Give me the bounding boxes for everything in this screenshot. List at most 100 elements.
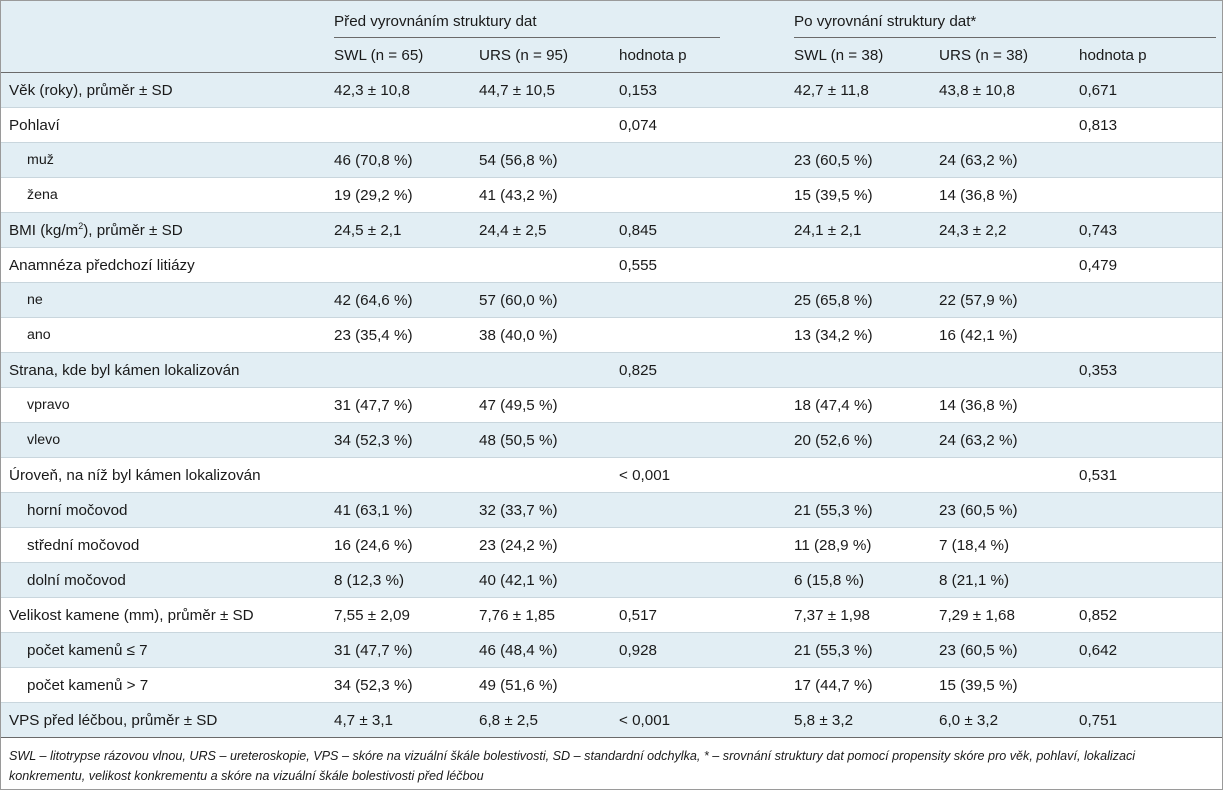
- row-label: Anamnéza předchozí litiázy: [9, 256, 195, 274]
- table-cell: 23 (60,5 %): [786, 142, 932, 178]
- table-cell: [326, 248, 471, 283]
- spacer-cell: [726, 212, 787, 248]
- spacer-cell: [726, 492, 787, 528]
- table-cell: 0,153: [611, 72, 727, 108]
- table-row: Pohlaví 0,074 0,813: [1, 108, 1223, 143]
- table-cell: [471, 458, 611, 493]
- table-cell: 24,3 ± 2,2: [931, 212, 1072, 248]
- table-cell: 15 (39,5 %): [939, 676, 1018, 694]
- spacer-cell: [726, 248, 786, 283]
- spacer-cell: [726, 72, 787, 108]
- table-cell: 23 (60,5 %): [931, 632, 1072, 668]
- column-header: URS (n = 38): [931, 38, 1072, 73]
- table-cell: 57 (60,0 %): [471, 282, 611, 318]
- table-cell: 7,29 ± 1,68: [939, 606, 1015, 624]
- table-cell: 6,0 ± 3,2: [931, 702, 1072, 738]
- table-cell: [786, 248, 931, 283]
- table-row: ano 23 (35,4 %) 38 (40,0 %) 13 (34,2 %) 16 (…: [1, 318, 1223, 353]
- table-cell: 46 (70,8 %): [326, 142, 471, 178]
- table-cell: 21 (55,3 %): [786, 492, 932, 528]
- spacer-cell: [726, 282, 787, 318]
- table-cell: 49 (51,6 %): [479, 676, 558, 694]
- table-cell: 16 (24,6 %): [334, 536, 413, 554]
- table-cell: [1071, 422, 1223, 458]
- table-cell: [786, 108, 931, 143]
- table-cell: 23 (60,5 %): [931, 492, 1072, 528]
- table-cell: [326, 458, 471, 493]
- row-label: Strana, kde byl kámen lokalizován: [1, 352, 326, 388]
- table-cell: [931, 248, 1071, 283]
- table-cell: 31 (47,7 %): [326, 632, 471, 668]
- table-cell: 34 (52,3 %): [334, 676, 413, 694]
- table-cell: 14 (36,8 %): [939, 186, 1018, 204]
- table-cell: 24 (63,2 %): [931, 142, 1072, 178]
- table-cell: [611, 318, 726, 353]
- table-cell: 8 (21,1 %): [931, 562, 1072, 598]
- header-spacer: [726, 1, 787, 38]
- column-header: hodnota p: [611, 38, 727, 73]
- table-cell: 0,353: [1071, 352, 1223, 388]
- table-cell: 15 (39,5 %): [794, 186, 873, 204]
- table-cell: 4,7 ± 3,1: [326, 702, 471, 738]
- table-cell: [931, 108, 1071, 143]
- table-cell: [326, 108, 471, 143]
- table-cell: [326, 352, 471, 388]
- table-cell: 0,845: [611, 212, 727, 248]
- spacer-cell: [726, 318, 786, 353]
- header-empty-cell: [1, 38, 326, 73]
- table-cell: 25 (65,8 %): [786, 282, 932, 318]
- table-row: muž 46 (70,8 %) 54 (56,8 %) 23 (60,5 %) 24 (…: [1, 142, 1223, 178]
- table-cell: 40 (42,1 %): [471, 562, 611, 598]
- row-label: ano: [27, 327, 51, 343]
- table-row: Velikost kamene (mm), průměr ± SD 7,55 ± …: [1, 598, 1223, 633]
- table-cell: 7,37 ± 1,98: [794, 606, 870, 624]
- table-cell: 0,555: [619, 256, 658, 274]
- row-label: Úroveň, na níž byl kámen lokalizován: [9, 466, 261, 484]
- table-cell: [1071, 492, 1223, 528]
- table-cell: [611, 282, 727, 318]
- table-cell: 8 (12,3 %): [326, 562, 471, 598]
- row-label: VPS před léčbou, průměr ± SD: [1, 702, 326, 738]
- table-cell: 0,074: [619, 116, 658, 134]
- table-row: počet kamenů > 7 34 (52,3 %) 49 (51,6 %) 17…: [1, 668, 1223, 703]
- row-label: BMI (kg/m2), průměr ± SD: [1, 212, 326, 248]
- row-label: počet kamenů > 7: [27, 676, 149, 694]
- table-cell: 47 (49,5 %): [479, 396, 558, 414]
- table-cell: 0,671: [1071, 72, 1223, 108]
- table-cell: 38 (40,0 %): [479, 326, 558, 344]
- spacer-cell: [726, 422, 787, 458]
- table-cell: [471, 248, 611, 283]
- column-header: SWL (n = 38): [786, 38, 932, 73]
- table-cell: 0,743: [1071, 212, 1223, 248]
- table-cell: 0,813: [1079, 116, 1118, 134]
- table-cell: 22 (57,9 %): [931, 282, 1072, 318]
- table-cell: 21 (55,3 %): [786, 632, 932, 668]
- spacer-cell: [726, 388, 786, 423]
- group-header-before: Před vyrovnáním struktury dat: [326, 1, 727, 38]
- comparison-table: Před vyrovnáním struktury dat Po vyrovná…: [1, 1, 1223, 738]
- row-label: ne: [1, 282, 326, 318]
- table-cell: [931, 458, 1071, 493]
- table-row: střední močovod 16 (24,6 %) 23 (24,2 %) 11 …: [1, 528, 1223, 563]
- table-header: Před vyrovnáním struktury dat Po vyrovná…: [1, 1, 1223, 73]
- column-header: SWL (n = 65): [326, 38, 471, 73]
- table-cell: 0,928: [611, 632, 727, 668]
- table-cell: 13 (34,2 %): [794, 326, 873, 344]
- column-header: URS (n = 95): [471, 38, 611, 73]
- table-row: Strana, kde byl kámen lokalizován 0,825 0,…: [1, 352, 1223, 388]
- table-cell: [1071, 282, 1223, 318]
- row-label: horní močovod: [1, 492, 326, 528]
- table-cell: 46 (48,4 %): [471, 632, 611, 668]
- table-cell: [611, 562, 727, 598]
- spacer-cell: [726, 178, 786, 213]
- row-label: Velikost kamene (mm), průměr ± SD: [9, 606, 254, 624]
- row-label: Věk (roky), průměr ± SD: [1, 72, 326, 108]
- row-label-superscript: 2: [78, 220, 84, 231]
- table-cell: 11 (28,9 %): [794, 536, 872, 554]
- table-cell: [1071, 562, 1223, 598]
- table-row: vpravo 31 (47,7 %) 47 (49,5 %) 18 (47,4 %) 1…: [1, 388, 1223, 423]
- table-cell: 42 (64,6 %): [326, 282, 471, 318]
- table-cell: 44,7 ± 10,5: [471, 72, 611, 108]
- spacer-cell: [726, 458, 786, 493]
- table-cell: 24 (63,2 %): [931, 422, 1072, 458]
